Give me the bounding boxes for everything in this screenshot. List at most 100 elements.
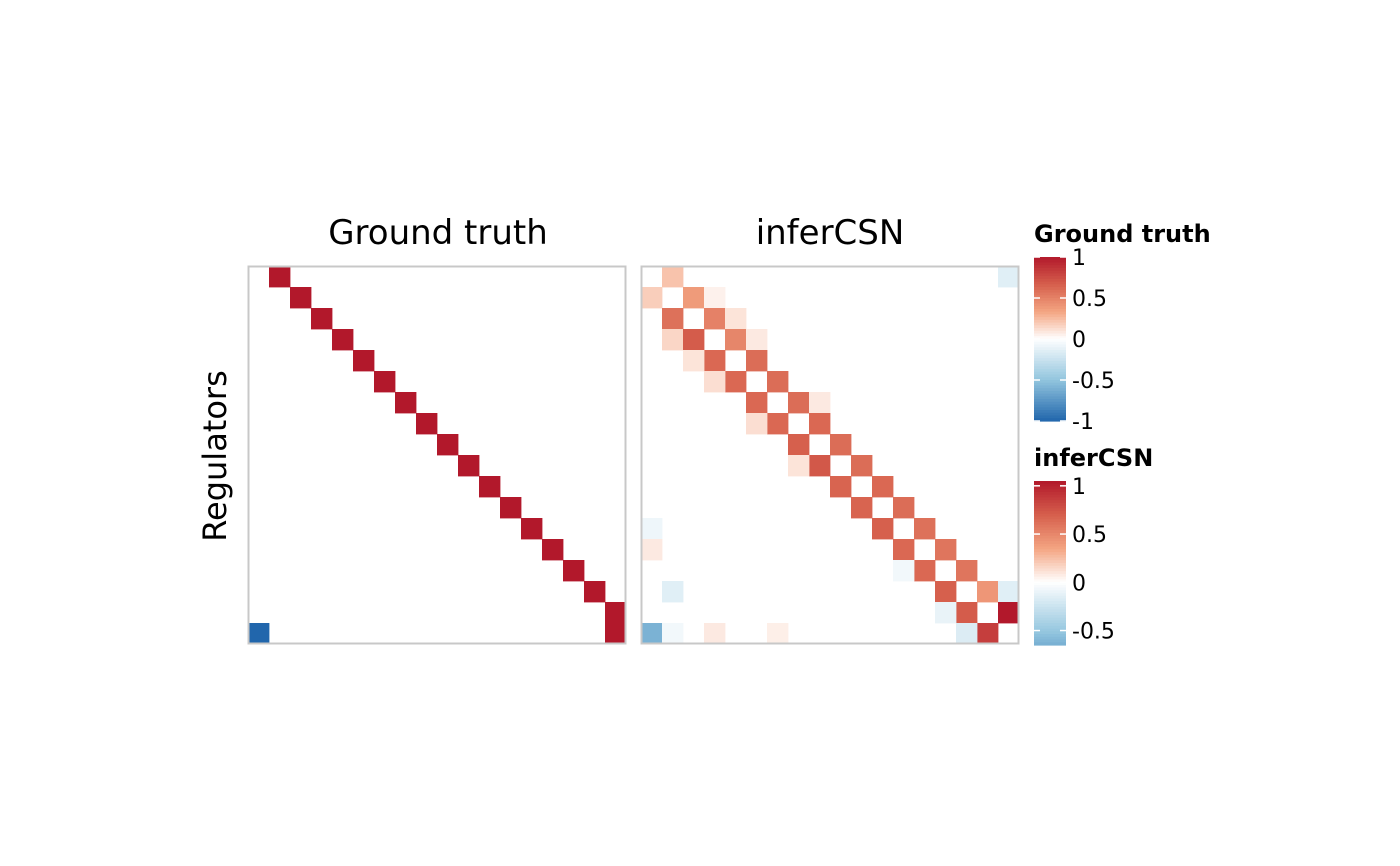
colorbar-tick-label: 0.5 (1072, 523, 1107, 548)
heatmap-cell (479, 476, 501, 498)
colorbar-segment (1034, 549, 1066, 553)
colorbar-segment (1034, 319, 1066, 324)
heatmap-cell (746, 413, 768, 435)
heatmap-cell (809, 392, 831, 414)
colorbar-tick-label: 1 (1072, 246, 1086, 271)
colorbar-segment (1034, 639, 1066, 643)
colorbar-segment (1034, 593, 1066, 597)
colorbar-segment (1034, 349, 1066, 354)
heatmap-cell (332, 329, 354, 351)
panel-border (640, 265, 1020, 645)
colorbar-segment (1034, 584, 1066, 589)
colorbar-segment (1034, 489, 1066, 493)
colorbar-segment (1034, 336, 1066, 340)
colorbar-segment (1034, 609, 1066, 613)
colorbar-segment (1034, 262, 1066, 266)
colorbar-segment (1034, 491, 1066, 496)
heatmap-cell (830, 434, 852, 456)
colorbar-segment (1034, 278, 1066, 283)
colorbar-segment (1034, 374, 1066, 378)
heatmap-cell (746, 329, 768, 351)
colorbar-segment (1034, 587, 1066, 591)
colorbar-segment (1034, 407, 1066, 411)
heatmap-cell (641, 287, 663, 309)
colorbar-ground-truth: 1 0.5 0 -0.5 -1 (1034, 246, 1115, 435)
heatmap-cell (746, 392, 768, 414)
heatmap-cell (998, 266, 1020, 288)
colorbar-segment (1034, 535, 1066, 539)
heatmap-cell (830, 476, 852, 498)
colorbar-segment (1034, 636, 1066, 641)
colorbar-tick-label: 0 (1072, 571, 1086, 596)
colorbar-segment (1034, 385, 1066, 389)
heatmap-cell (704, 287, 726, 309)
colorbar-segment (1034, 377, 1066, 381)
heatmap-cell (767, 413, 789, 435)
colorbar-segment (1034, 642, 1066, 646)
colorbar-segment (1034, 606, 1066, 611)
colorbar-segment (1034, 341, 1066, 346)
heatmap-cell (767, 623, 789, 645)
colorbar-segment (1034, 317, 1066, 321)
colorbar-segment (1034, 270, 1066, 274)
heatmap-cell (998, 581, 1020, 603)
heatmap-cell (998, 602, 1020, 624)
colorbar-segment (1034, 393, 1066, 397)
colorbar-segment (1034, 396, 1066, 400)
colorbar-tick-label: 0.5 (1072, 287, 1107, 312)
colorbar-segment (1034, 399, 1066, 403)
heatmap-cell (374, 371, 396, 393)
colorbar-segment (1034, 598, 1066, 602)
colorbar-segment (1034, 308, 1066, 313)
heatmap-cell (725, 329, 747, 351)
colorbar-segment (1034, 612, 1066, 616)
panel-title-infercsn: inferCSN (756, 213, 905, 253)
colorbar-segment (1034, 486, 1066, 490)
colorbar-segment (1034, 295, 1066, 299)
colorbar-segment (1034, 412, 1066, 417)
heatmap-cell (725, 308, 747, 330)
colorbar-segment (1034, 500, 1066, 504)
heatmap-cell (935, 539, 957, 561)
colorbar-segment (1034, 276, 1066, 280)
colorbar-segment (1034, 265, 1066, 269)
colorbar-tick-label: 0 (1072, 328, 1086, 353)
heatmap-cell (683, 350, 705, 372)
heatmap-cell (641, 539, 663, 561)
heatmap-cell (872, 518, 894, 540)
colorbar-segment (1034, 579, 1066, 583)
colorbar-segment (1034, 601, 1066, 605)
colorbar-segment (1034, 344, 1066, 348)
heatmap-cell (704, 350, 726, 372)
colorbar-segment (1034, 330, 1066, 335)
colorbar-segment (1034, 347, 1066, 351)
heatmap-cell (395, 392, 417, 414)
colorbar-segment (1034, 565, 1066, 570)
colorbar-segment (1034, 546, 1066, 550)
heatmap-cell (605, 623, 627, 645)
heatmap-cell (893, 497, 915, 519)
colorbar-segment (1034, 306, 1066, 310)
colorbar-segment (1034, 557, 1066, 561)
colorbar-segment (1034, 311, 1066, 315)
colorbar-segment (1034, 415, 1066, 419)
colorbar-segment (1034, 259, 1066, 264)
colorbar-segment (1034, 543, 1066, 548)
heatmap-cell (809, 413, 831, 435)
colorbar-segment (1034, 563, 1066, 567)
colorbar-segment (1034, 328, 1066, 332)
heatmap-cell (746, 350, 768, 372)
colorbar-segment (1034, 519, 1066, 523)
colorbar-segment (1034, 382, 1066, 387)
heatmap-cell (914, 560, 936, 582)
heatmap-cell (704, 623, 726, 645)
colorbar-segment (1034, 292, 1066, 296)
colorbar-segment (1034, 267, 1066, 272)
colorbar-infercsn: 1 0.5 0 -0.5 (1034, 475, 1115, 646)
heatmap-cell (872, 476, 894, 498)
heatmap-cell (542, 539, 564, 561)
colorbar-segment (1034, 483, 1066, 488)
colorbar-segment (1034, 339, 1066, 343)
heatmap-cell (683, 287, 705, 309)
heatmap-cell (851, 455, 873, 477)
